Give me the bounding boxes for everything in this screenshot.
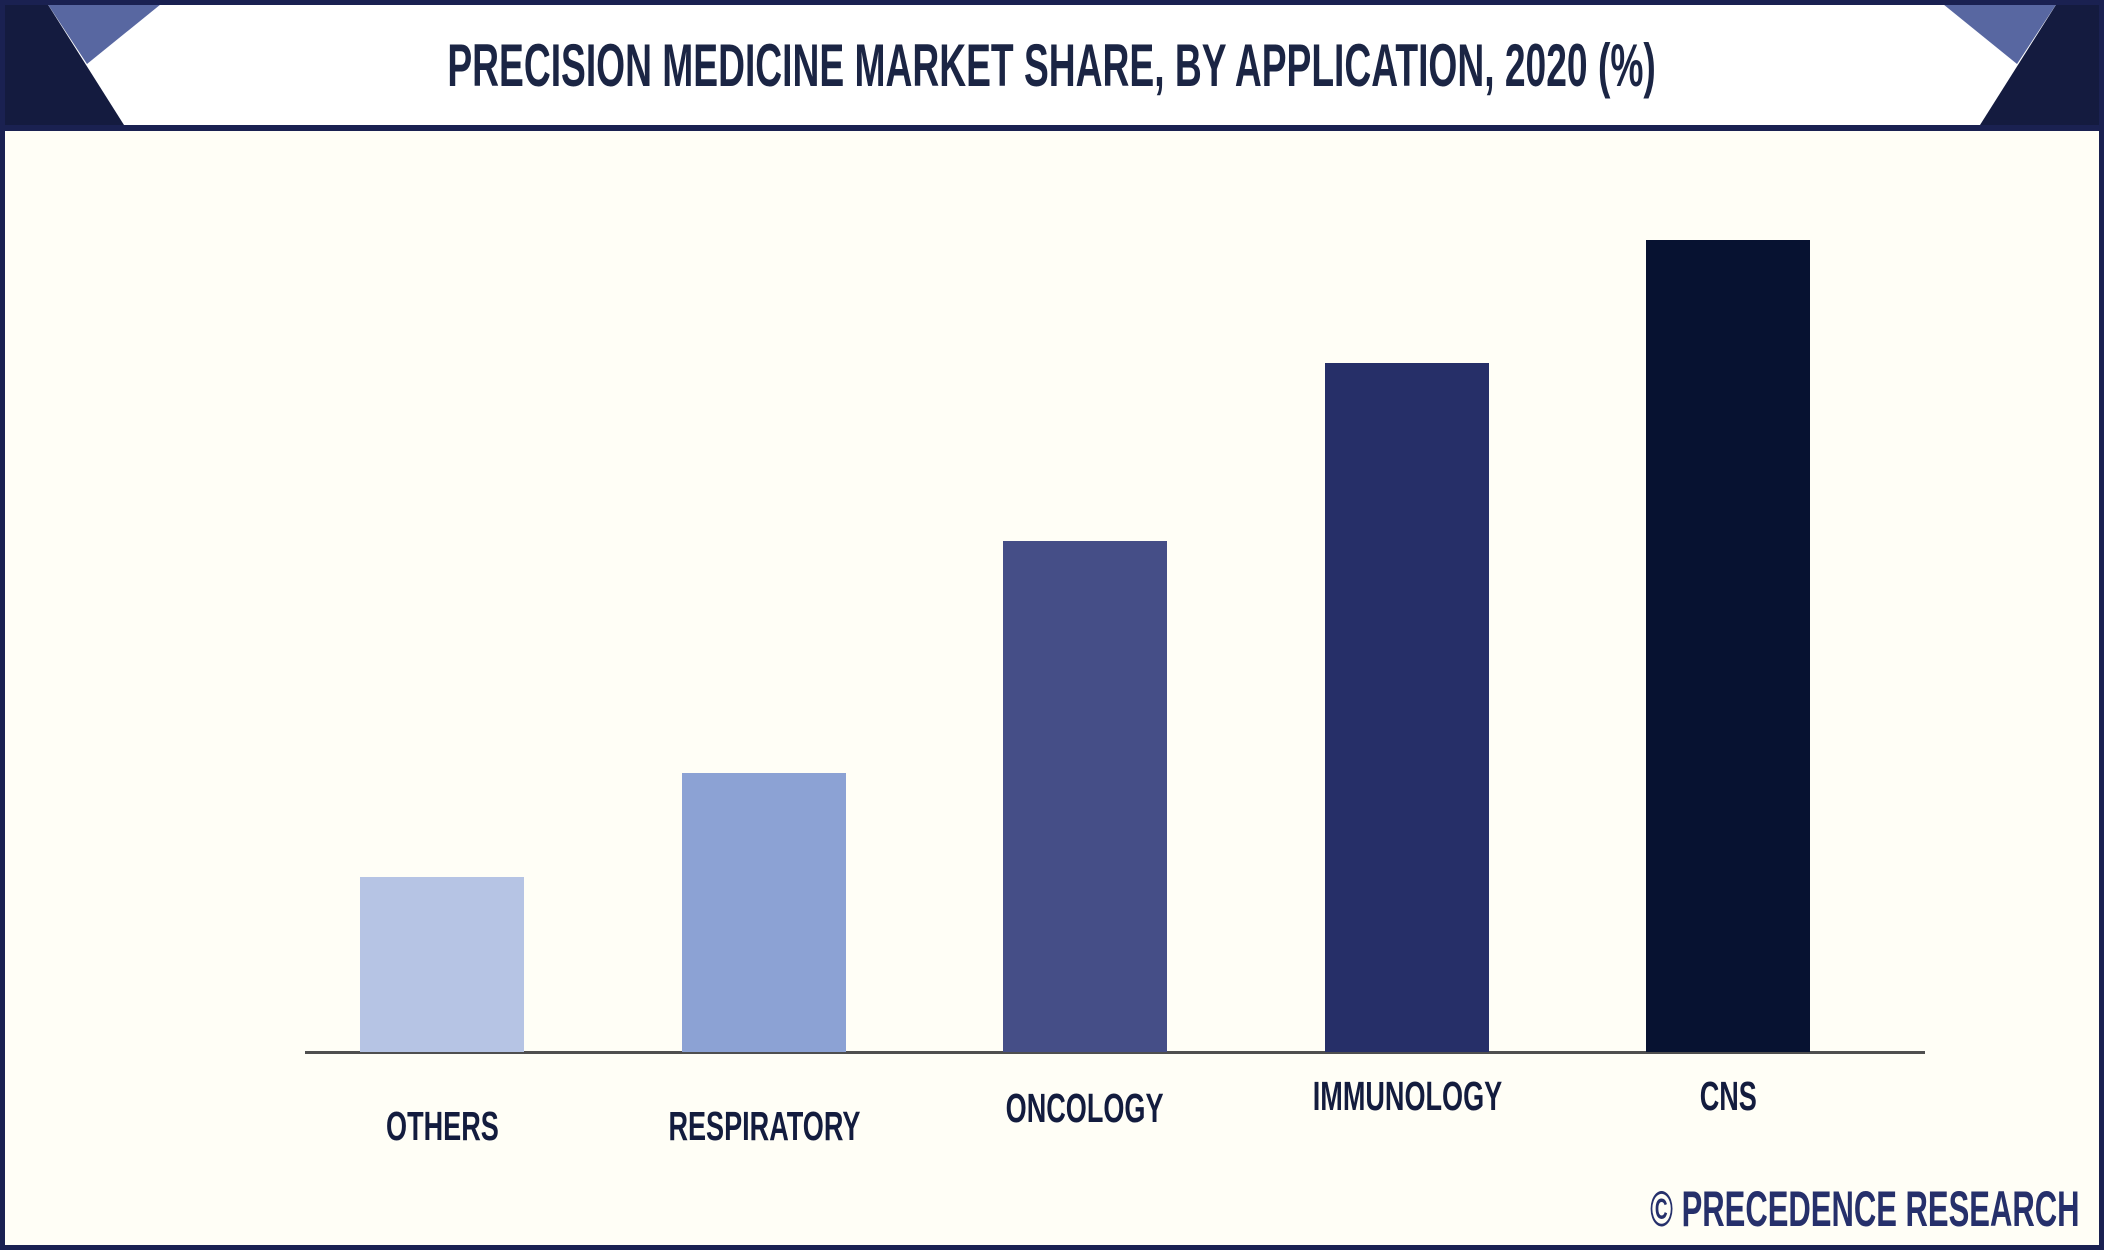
corner-ribbon-left-icon bbox=[0, 0, 166, 125]
bar-label-oncology: ONCOLOGY bbox=[1006, 1085, 1164, 1131]
title-wrap: PRECISION MEDICINE MARKET SHARE, BY APPL… bbox=[0, 0, 2104, 125]
bar-label-others: OTHERS bbox=[385, 1103, 499, 1149]
bar-label-respiratory: RESPIRATORY bbox=[668, 1103, 860, 1149]
bar-respiratory bbox=[682, 773, 846, 1052]
bar-label-cns: CNS bbox=[1699, 1073, 1757, 1119]
brand-credit: © PRECEDENCE RESEARCH bbox=[1650, 1181, 2080, 1237]
bar-cns bbox=[1646, 240, 1810, 1052]
bar-label-immunology: IMMUNOLOGY bbox=[1312, 1073, 1502, 1119]
corner-ribbon-right-icon bbox=[1938, 0, 2104, 125]
bar-others bbox=[360, 877, 524, 1052]
chart-title: PRECISION MEDICINE MARKET SHARE, BY APPL… bbox=[447, 32, 1657, 99]
bar-immunology bbox=[1325, 363, 1489, 1052]
x-axis-line bbox=[305, 1051, 1925, 1054]
header: PRECISION MEDICINE MARKET SHARE, BY APPL… bbox=[0, 0, 2104, 131]
bar-oncology bbox=[1003, 541, 1167, 1052]
